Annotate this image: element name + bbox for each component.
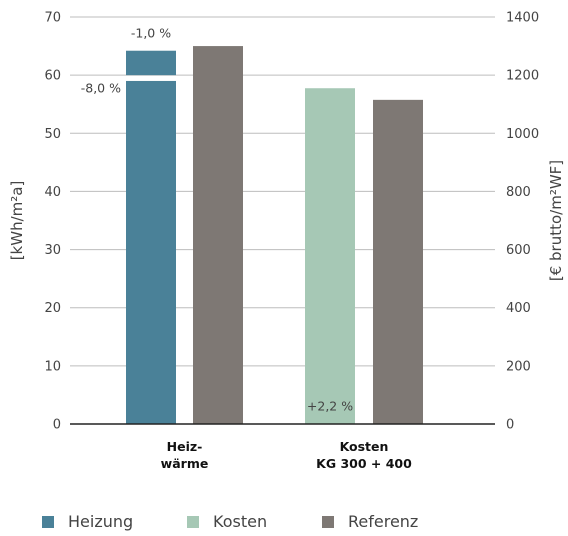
bar-referenz	[193, 46, 243, 424]
legend-item-referenz: Referenz	[322, 512, 418, 531]
legend-item-heizung: Heizung	[42, 512, 133, 531]
legend-label-referenz: Referenz	[348, 512, 419, 531]
bar-chart: 0 10 20 30 40 50 60 70 0 200 400 600 800 1000 1200 1400…	[8, 11, 565, 472]
right-tick-label: 1200	[506, 69, 539, 84]
bar-heizung	[126, 80, 176, 424]
bar-heizung	[126, 50, 176, 76]
category-label: Heiz-	[167, 439, 203, 454]
left-axis-title: [kWh/m²a]	[8, 181, 26, 261]
bar-kosten	[305, 88, 355, 424]
right-tick-label: 400	[506, 301, 531, 316]
right-tick-label: 1400	[506, 11, 539, 26]
left-tick-label: 50	[44, 127, 61, 142]
right-tick-label: 200	[506, 359, 531, 374]
left-tick-label: 20	[44, 301, 61, 316]
left-tick-label: 70	[44, 11, 61, 26]
right-tick-label: 1000	[506, 127, 539, 142]
left-tick-label: 10	[44, 359, 61, 374]
legend-swatch-kosten	[187, 515, 199, 528]
category-label: Kosten	[340, 439, 389, 454]
legend-label-kosten: Kosten	[213, 512, 268, 531]
category-label: KG 300 + 400	[316, 456, 412, 471]
bar-annotation: -1,0 %	[131, 25, 171, 40]
right-tick-label: 600	[506, 243, 531, 258]
left-tick-label: 40	[44, 185, 61, 200]
left-tick-label: 60	[44, 69, 61, 84]
category-label: wärme	[161, 456, 209, 471]
legend-swatch-referenz	[322, 515, 334, 528]
legend: Heizung Kosten Referenz	[0, 512, 568, 536]
bar-annotation: +2,2 %	[307, 399, 353, 414]
left-tick-label: 0	[53, 418, 61, 433]
legend-swatch-heizung	[42, 515, 54, 528]
right-axis-title: [€ brutto/m²WF]	[547, 160, 565, 281]
right-tick-label: 0	[506, 418, 514, 433]
right-tick-label: 800	[506, 185, 531, 200]
left-tick-label: 30	[44, 243, 61, 258]
legend-item-kosten: Kosten	[187, 512, 267, 531]
legend-label-heizung: Heizung	[68, 512, 134, 531]
bar-referenz	[373, 99, 423, 424]
bar-annotation: -8,0 %	[81, 81, 121, 96]
